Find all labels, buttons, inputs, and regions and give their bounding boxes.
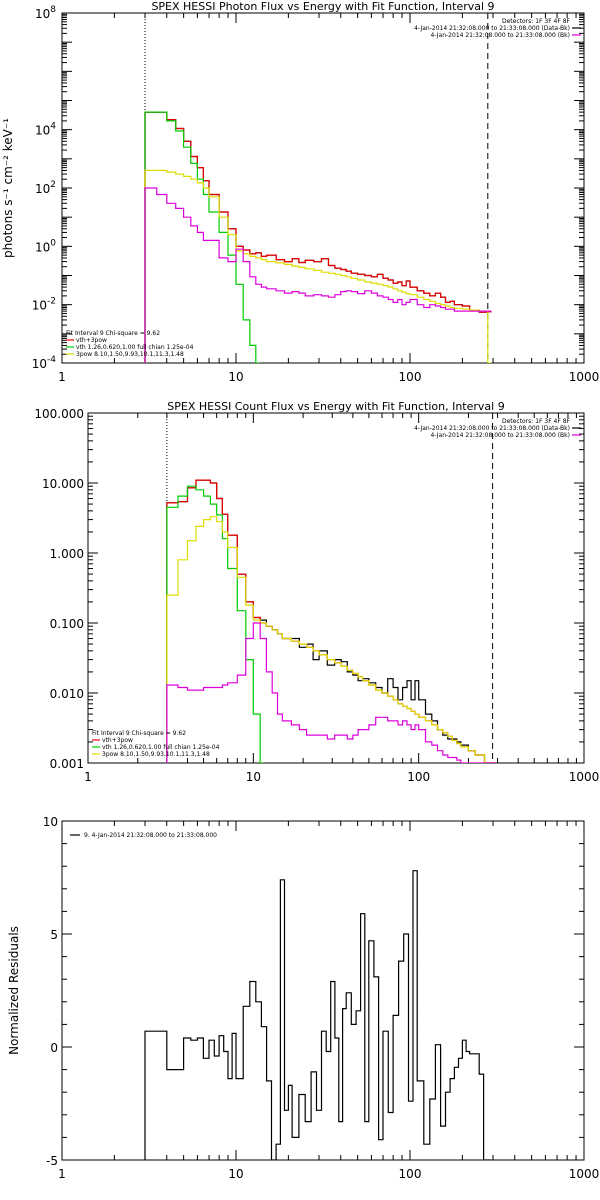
x-tick-label: 100	[399, 370, 422, 384]
series-group	[166, 479, 497, 763]
series-line-3	[144, 111, 260, 363]
legend-entry: 4-Jan-2014 21:32:08.000 to 21:33:08.000 …	[414, 425, 570, 432]
plot-frame	[61, 820, 585, 1161]
legend-entry: 4-Jan-2014 21:32:08.000 to 21:33:08.000 …	[414, 25, 570, 32]
legend-entry: vth+3pow	[102, 737, 133, 744]
y-tick-exp: 0	[50, 238, 56, 248]
y-tick-label: 104	[35, 122, 56, 138]
y-tick-label: 10.000	[42, 477, 84, 491]
y-tick-exp: -2	[47, 297, 56, 307]
y-tick-label: 108	[35, 5, 56, 21]
x-tick-label: 10	[228, 370, 243, 384]
legend-entry: Fit Interval 9 Chi-square = 9.62	[92, 730, 186, 737]
y-tick-exp: 2	[50, 180, 56, 190]
x-tick-label: 100	[407, 770, 430, 784]
y-tick-base: 10	[35, 7, 50, 21]
y-tick-label: 10-4	[32, 355, 57, 371]
y-tick-base: 10	[35, 124, 50, 138]
series-line-3	[166, 485, 264, 763]
x-tick-label: 1000	[569, 370, 600, 384]
series-line-2	[144, 111, 492, 363]
legend-entry: Detectors: 1F 3F 4F 8F	[502, 18, 571, 25]
y-tick-label: 0.010	[50, 687, 84, 701]
series-group	[144, 870, 492, 1160]
x-tick-label: 1	[58, 370, 66, 384]
x-tick-label: 1000	[569, 770, 600, 784]
legend-entry: vth 1.26,0.620,1.00 full chian 1.25e-04	[76, 344, 194, 351]
y-tick-label: 100	[35, 238, 56, 254]
x-tick-label: 100	[399, 1167, 422, 1181]
y-tick-label: 0.100	[50, 617, 84, 631]
x-tick-label: 10	[246, 770, 261, 784]
series-line-5	[144, 187, 492, 363]
series-line-1	[144, 111, 492, 363]
y-tick-label: -5	[46, 1154, 58, 1168]
y-tick-base: 10	[32, 357, 47, 371]
x-tick-label: 1000	[569, 1167, 600, 1181]
legend-entry: Fit Interval 9 Chi-square = 9.62	[66, 330, 160, 337]
y-tick-label: 5	[50, 928, 58, 942]
plot-frame	[61, 12, 585, 364]
legend-entry: 3pow 8.10,1.50,9.93,10.1,11.3,1.48	[76, 351, 184, 358]
legend-entry: 4-Jan-2014 21:32:08.000 to 21:33:08.000 …	[430, 32, 570, 39]
legend-entry: 3pow 8.10,1.50,9.93,10.1,11.3,1.48	[102, 751, 210, 758]
chart-panel-1: SPEX HESSI Photon Flux vs Energy with Fi…	[1, 0, 599, 384]
chart-panel-2: SPEX HESSI Count Flux vs Energy with Fit…	[34, 400, 599, 784]
y-tick-exp: 4	[50, 122, 56, 132]
y-tick-base: 10	[35, 240, 50, 254]
series-line-1	[144, 870, 492, 1160]
series-line-5	[166, 622, 497, 763]
series-line-2	[166, 479, 497, 763]
chart-title: SPEX HESSI Photon Flux vs Energy with Fi…	[151, 0, 494, 13]
y-tick-base: 10	[32, 299, 47, 313]
y-tick-base: 10	[35, 182, 50, 196]
legend-entry: vth+3pow	[76, 337, 107, 344]
y-axis-label: Normalized Residuals	[7, 926, 21, 1055]
y-tick-label: 1.000	[50, 547, 84, 561]
legend-entry: 9. 4-Jan-2014 21:32:08.000 to 21:33:08.0…	[84, 832, 217, 839]
series-line-1	[166, 479, 497, 763]
series-group	[144, 111, 492, 363]
y-tick-label: 10-2	[32, 297, 56, 313]
plot-frame	[87, 412, 585, 764]
chart-title: SPEX HESSI Count Flux vs Energy with Fit…	[167, 400, 504, 413]
series-line-4	[144, 169, 492, 363]
y-tick-label: 0	[50, 1041, 58, 1055]
y-tick-exp: -4	[47, 355, 56, 365]
x-tick-label: 1	[84, 770, 92, 784]
x-tick-label: 10	[228, 1167, 243, 1181]
legend-entry: 4-Jan-2014 21:32:08.000 to 21:33:08.000 …	[430, 432, 570, 439]
legend-entry: vth 1.26,0.620,1.00 full chian 1.25e-04	[102, 744, 220, 751]
chart-panel-3: 1 10 100 1000 -5 0 5 10 Normalized Residuals 9. 4…	[7, 815, 599, 1181]
y-tick-label: 100.000	[34, 407, 84, 421]
y-tick-label: 102	[35, 180, 56, 196]
legend-entry: Detectors: 1F 3F 4F 8F	[502, 418, 571, 425]
y-tick-exp: 8	[50, 5, 56, 15]
y-axis-label: photons s⁻¹ cm⁻² keV⁻¹	[1, 118, 15, 258]
x-tick-label: 1	[58, 1167, 66, 1181]
series-line-4	[166, 516, 497, 763]
y-tick-label: 0.001	[50, 757, 84, 771]
y-tick-label: 10	[43, 815, 58, 829]
